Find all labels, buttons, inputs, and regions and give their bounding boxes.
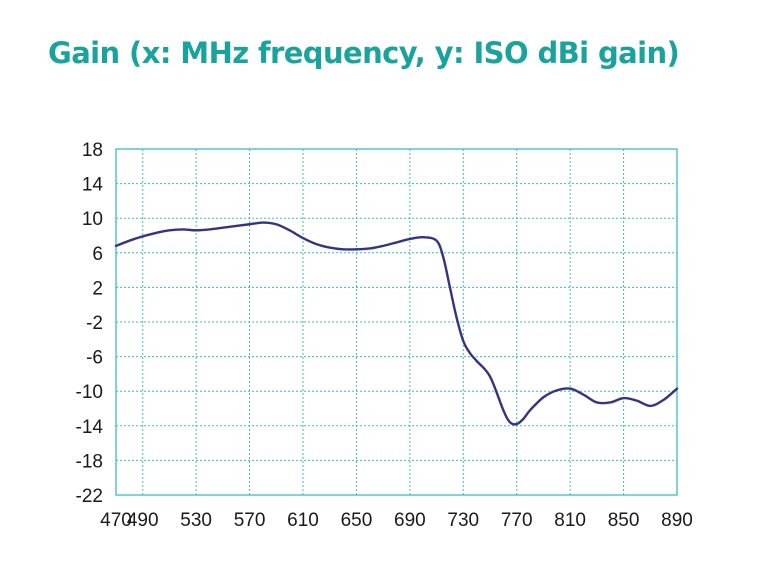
y-tick-label: -6 [86, 348, 103, 369]
x-tick-label: 530 [180, 510, 212, 531]
x-tick-label: 690 [394, 510, 426, 531]
y-tick-label: 18 [82, 140, 103, 161]
y-tick-label: 14 [82, 175, 104, 196]
x-tick-label: 770 [501, 510, 533, 531]
plot-frame [115, 148, 678, 496]
y-tick-label: -2 [86, 313, 103, 334]
x-tick-label: 810 [554, 510, 586, 531]
chart-title: Gain (x: MHz frequency, y: ISO dBi gain) [48, 36, 680, 70]
series-layer [114, 221, 679, 426]
x-tick-label: 850 [608, 510, 640, 531]
y-tick-label: -14 [76, 417, 104, 438]
x-tick-label: 650 [341, 510, 373, 531]
grid-lines [115, 148, 678, 496]
series-line-0 [114, 221, 679, 426]
y-tick-label: 2 [92, 278, 103, 299]
y-tick-label: -10 [76, 382, 103, 403]
y-tick-label: 10 [82, 209, 103, 230]
x-tick-label: 470 [100, 510, 132, 531]
x-tick-label: 490 [127, 510, 159, 531]
x-tick-label: 890 [661, 510, 693, 531]
y-axis-tick-labels: 18 14 10 6 2 -2 -6 -10 -14 -18 -22 [76, 140, 104, 507]
y-tick-label: -22 [76, 486, 103, 507]
x-tick-label: 730 [447, 510, 479, 531]
x-tick-label: 610 [287, 510, 319, 531]
y-tick-label: -18 [76, 451, 103, 472]
x-tick-label: 570 [234, 510, 266, 531]
y-tick-label: 6 [92, 244, 103, 265]
